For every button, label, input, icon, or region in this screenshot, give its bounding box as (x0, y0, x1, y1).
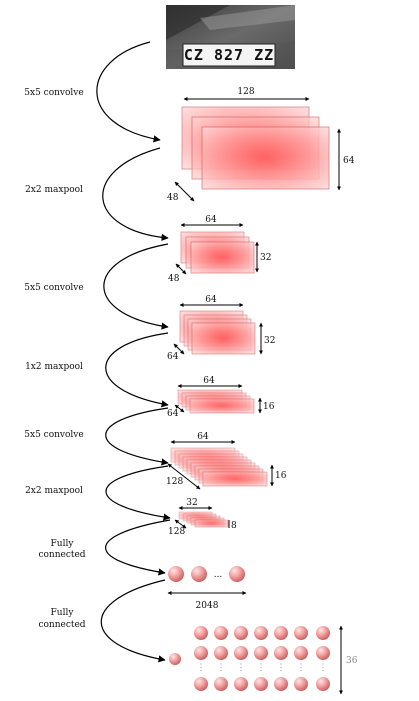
op-label-2: 2x2 maxpool (25, 185, 83, 195)
layer-6-height: 8 (231, 521, 237, 531)
feature-map-layer-6: 32 8 128 (168, 498, 237, 537)
op-label-8-line2: connected (38, 620, 85, 630)
svg-text:⋮: ⋮ (297, 663, 306, 673)
op-label-4: 1x2 maxpool (25, 362, 83, 372)
layer-4-depth: 64 (167, 409, 179, 419)
layer-2-width: 64 (205, 215, 217, 225)
layer-1-width: 128 (237, 87, 254, 97)
layer-5-depth: 128 (166, 477, 183, 487)
svg-text:⋮: ⋮ (217, 663, 226, 673)
dense-neuron (229, 566, 245, 582)
svg-text:⋮: ⋮ (277, 663, 286, 673)
svg-text:⋮: ⋮ (319, 663, 328, 673)
layer-3-depth: 64 (167, 352, 179, 362)
dense-neuron (168, 566, 184, 582)
dense-ellipsis: ... (214, 570, 223, 580)
layer-3-width: 64 (205, 295, 217, 305)
feature-map-layer-1: 128 64 48 (167, 87, 355, 203)
svg-text:⋮: ⋮ (197, 663, 206, 673)
layer-5-height: 16 (275, 471, 287, 481)
input-photo: CZ 827 ZZ (166, 5, 295, 69)
layer-6-width: 32 (186, 498, 197, 508)
flow-arrows (96, 41, 171, 663)
op-label-1: 5x5 convolve (24, 88, 83, 98)
dense-layer-2048: ... 2048 (167, 566, 247, 611)
license-plate: CZ 827 ZZ (182, 43, 276, 67)
layer-2-height: 32 (260, 253, 271, 263)
op-label-7-line2: connected (38, 550, 85, 560)
feature-map-layer-2: 64 32 48 (168, 215, 271, 284)
feature-map-layer-3: 64 32 64 (167, 295, 275, 362)
dense-neuron (191, 566, 207, 582)
layer-2-depth: 48 (168, 274, 180, 284)
output-neuron (169, 653, 181, 665)
layer-6-depth: 128 (168, 527, 185, 537)
op-label-8-line1: Fully (51, 608, 75, 618)
dense-units-label: 2048 (196, 601, 219, 611)
output-neuron-grid: ⋮ ⋮ ⋮ ⋮ ⋮ ⋮ ⋮ (194, 626, 330, 691)
svg-text:⋮: ⋮ (237, 663, 246, 673)
layer-1-height: 64 (343, 156, 355, 166)
op-label-3: 5x5 convolve (24, 283, 83, 293)
layer-4-width: 64 (203, 376, 215, 386)
output-rows-label: 36 (346, 656, 358, 666)
op-label-7-line1: Fully (51, 539, 75, 549)
op-label-5: 5x5 convolve (24, 430, 83, 440)
plate-text: CZ 827 ZZ (184, 46, 274, 64)
operation-labels: 5x5 convolve 2x2 maxpool 5x5 convolve 1x… (24, 88, 86, 630)
layer-4-height: 16 (263, 402, 275, 412)
output-layer: ⋮ ⋮ ⋮ ⋮ ⋮ ⋮ ⋮ 36 (169, 625, 358, 695)
svg-text:⋮: ⋮ (257, 663, 266, 673)
op-label-6: 2x2 maxpool (25, 486, 83, 496)
layer-3-height: 32 (264, 336, 275, 346)
layer-5-width: 64 (197, 432, 209, 442)
feature-map-layer-4: 64 16 64 (167, 376, 275, 419)
feature-map-layer-5: 64 16 128 (166, 432, 287, 490)
layer-1-depth: 48 (167, 193, 179, 203)
